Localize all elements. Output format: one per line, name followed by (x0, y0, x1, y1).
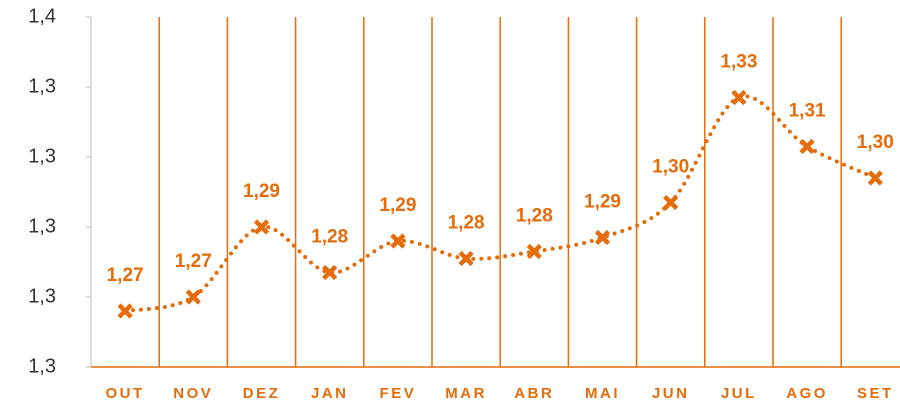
marker (253, 219, 270, 235)
y-tick-label: 1,3 (28, 355, 56, 377)
y-tick-label: 1,3 (28, 145, 56, 167)
x-tick-label: ABR (514, 385, 554, 402)
x-tick-label: OUT (106, 385, 145, 402)
marker (322, 264, 338, 281)
line (123, 94, 878, 313)
marker (799, 138, 815, 155)
data-label: 1,33 (720, 52, 757, 73)
data-label: 1,28 (516, 206, 553, 227)
x-tick-label: JUN (652, 385, 690, 402)
y-tick-label: 1,3 (28, 75, 56, 97)
data-label: 1,27 (175, 251, 212, 272)
x-tick-label: DEZ (243, 385, 281, 402)
x-tick-label: MAI (585, 385, 620, 402)
y-tick-label: 1,3 (28, 215, 56, 237)
x-tick-label: FEV (380, 385, 417, 402)
y-tick-label: 1,4 (28, 5, 56, 27)
marker (731, 89, 747, 106)
marker (117, 303, 133, 319)
x-tick-label: MAR (445, 385, 487, 402)
x-tick-label: JAN (311, 385, 349, 402)
y-tick-label: 1,3 (28, 285, 56, 307)
data-label: 1,29 (584, 192, 621, 213)
data-label: 1,31 (789, 101, 826, 122)
x-tick-label: SET (857, 385, 894, 402)
data-label: 1,27 (107, 265, 144, 286)
data-label: 1,28 (448, 213, 485, 234)
data-label: 1,30 (652, 157, 689, 178)
x-tick-label: AGO (786, 385, 828, 402)
x-tick-label: NOV (173, 385, 213, 402)
marker (458, 250, 474, 267)
marker (526, 243, 542, 260)
marker (663, 194, 679, 211)
data-label: 1,28 (311, 227, 348, 248)
data-label: 1,29 (379, 195, 416, 216)
data-label: 1,29 (243, 181, 280, 202)
marker (867, 170, 883, 186)
x-tick-label: JUL (721, 385, 757, 402)
marker (390, 233, 406, 249)
marker (185, 289, 201, 305)
data-label: 1,30 (857, 132, 894, 153)
marker (594, 229, 611, 246)
